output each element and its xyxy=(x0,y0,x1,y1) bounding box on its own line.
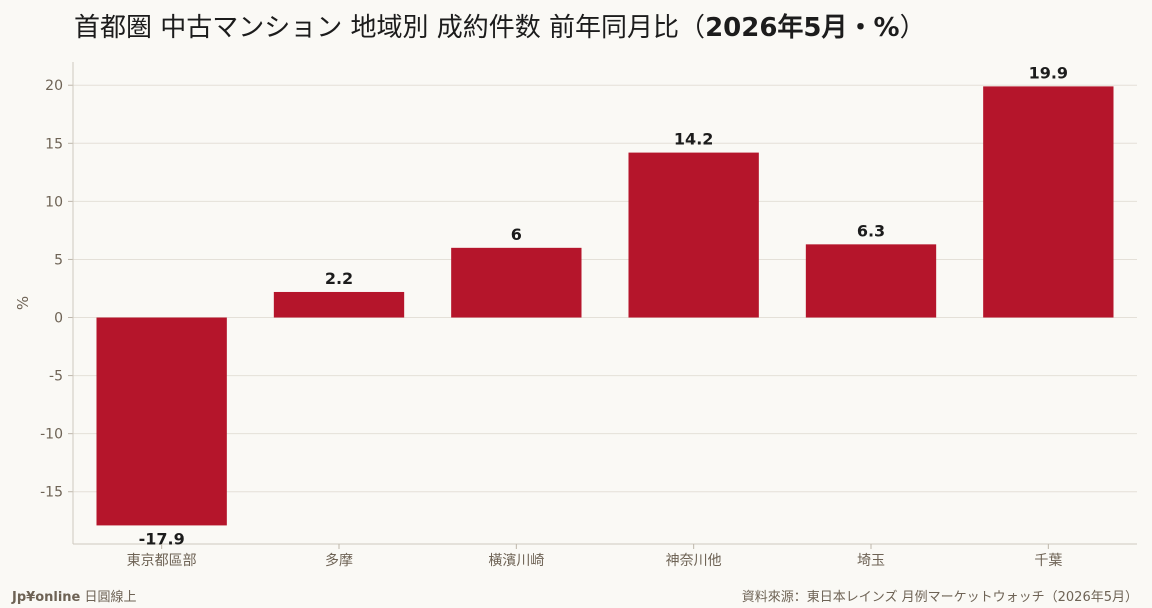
y-tick-label: 20 xyxy=(45,78,63,94)
data-label: 2.2 xyxy=(325,269,353,288)
x-tick-label: 多摩 xyxy=(325,552,353,569)
bar xyxy=(96,317,227,526)
chart-title-period: 2026年5月・% xyxy=(705,13,900,43)
bar xyxy=(451,247,582,318)
x-tick-label: 東京都區部 xyxy=(127,553,197,569)
y-tick-label: 0 xyxy=(54,311,63,327)
y-tick-label: -15 xyxy=(40,485,63,501)
brand-name: Jp¥online xyxy=(12,590,81,605)
x-tick-label: 神奈川他 xyxy=(666,553,722,569)
bar xyxy=(983,86,1114,318)
source-note: 資料來源：東日本レインズ 月例マーケットウォッチ（2026年5月） xyxy=(741,590,1138,605)
bar xyxy=(628,152,759,318)
brand-suffix: 日圓線上 xyxy=(84,590,137,605)
bar xyxy=(273,291,405,318)
chart-title-close: ） xyxy=(899,13,926,43)
y-tick-label: 10 xyxy=(45,194,63,210)
y-tick-label: 15 xyxy=(45,136,63,152)
y-tick-label: -10 xyxy=(40,427,63,443)
y-axis-label: % xyxy=(14,296,32,310)
data-label: 19.9 xyxy=(1029,63,1068,82)
x-tick-label: 千葉 xyxy=(1034,553,1062,569)
data-label: 14.2 xyxy=(674,130,713,149)
footer-brand: Jp¥online 日圓線上 xyxy=(12,586,137,605)
chart-title: 首都圏 中古マンション 地域別 成約件数 前年同月比（2026年5月・%） xyxy=(74,8,926,48)
data-label: -17.9 xyxy=(139,529,185,548)
x-tick-label: 埼玉 xyxy=(857,553,885,569)
data-label: 6.3 xyxy=(857,221,885,240)
data-label: 6 xyxy=(511,225,522,244)
chart-title-main: 首都圏 中古マンション 地域別 成約件数 前年同月比（ xyxy=(74,13,706,43)
bar xyxy=(805,244,937,318)
y-tick-label: -5 xyxy=(49,369,63,385)
y-tick-label: 5 xyxy=(54,252,63,268)
x-tick-label: 橫濱川崎 xyxy=(488,553,544,569)
